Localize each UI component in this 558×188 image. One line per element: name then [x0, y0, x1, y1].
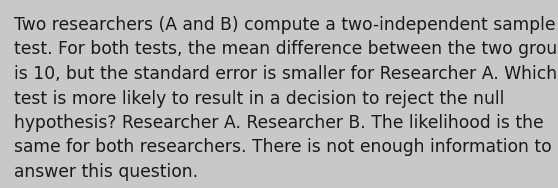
Text: is 10, but the standard error is smaller for Researcher A. Which: is 10, but the standard error is smaller… — [14, 65, 557, 83]
Text: answer this question.: answer this question. — [14, 163, 198, 181]
Text: Two researchers (A and B) compute a two-independent sample t: Two researchers (A and B) compute a two-… — [14, 16, 558, 34]
Text: same for both researchers. There is not enough information to: same for both researchers. There is not … — [14, 139, 552, 156]
Text: test. For both tests, the mean difference between the two groups: test. For both tests, the mean differenc… — [14, 40, 558, 58]
Text: test is more likely to result in a decision to reject the null: test is more likely to result in a decis… — [14, 89, 504, 108]
Text: hypothesis? Researcher A. Researcher B. The likelihood is the: hypothesis? Researcher A. Researcher B. … — [14, 114, 543, 132]
